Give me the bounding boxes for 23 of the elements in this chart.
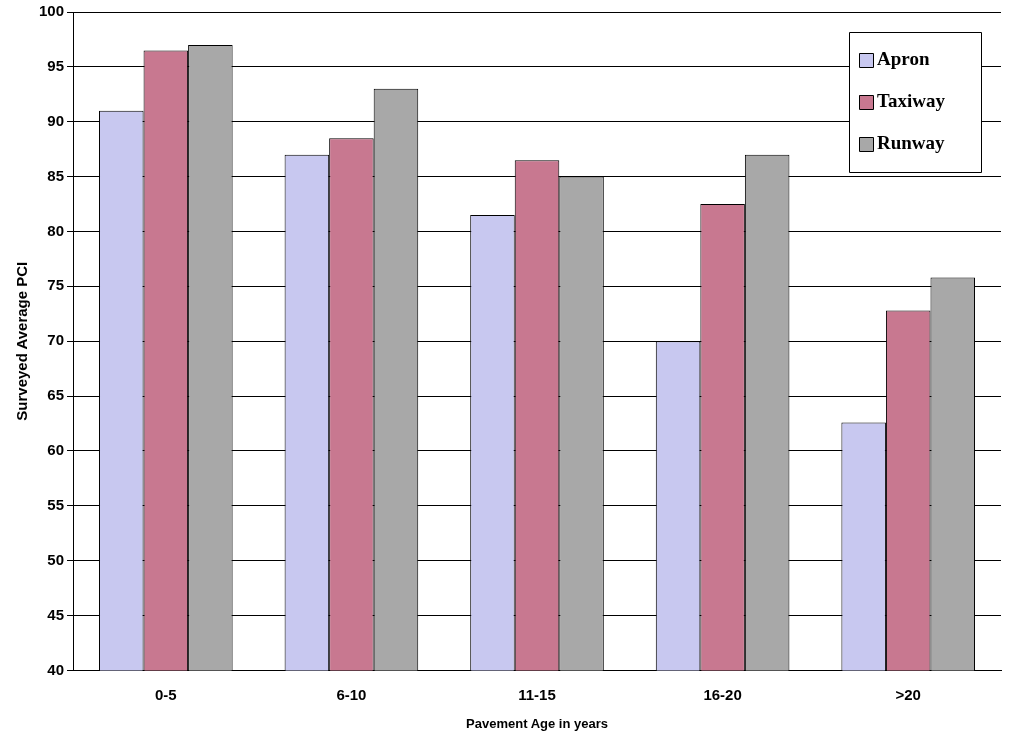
x-tick-label: >20 bbox=[895, 685, 921, 703]
x-tick-label: 0-5 bbox=[154, 685, 177, 703]
y-tick-label: 65 bbox=[47, 386, 65, 404]
y-tick-label: 60 bbox=[47, 441, 65, 459]
legend-label: Apron bbox=[877, 47, 930, 69]
y-tick-label: 80 bbox=[47, 221, 65, 239]
y-tick-label: 70 bbox=[47, 331, 65, 349]
legend-label: Taxiway bbox=[877, 89, 946, 111]
legend-label: Runway bbox=[877, 131, 946, 153]
y-tick-label: 40 bbox=[47, 660, 65, 678]
y-tick-label: 90 bbox=[47, 111, 65, 129]
x-axis-title: Pavement Age in years bbox=[466, 715, 608, 731]
y-tick-label: 85 bbox=[47, 166, 65, 184]
y-tick-label: 55 bbox=[47, 495, 65, 513]
x-tick-label: 11-15 bbox=[518, 685, 556, 703]
y-tick-label: 45 bbox=[47, 605, 65, 623]
y-tick-label: 75 bbox=[47, 276, 65, 294]
x-tick-label: 16-20 bbox=[703, 685, 742, 703]
y-tick-label: 95 bbox=[47, 57, 65, 75]
y-tick-label: 100 bbox=[39, 2, 65, 20]
y-tick-label: 50 bbox=[47, 550, 65, 568]
y-axis-title: Surveyed Average PCI bbox=[13, 261, 31, 421]
x-tick-label: 6-10 bbox=[336, 685, 367, 703]
